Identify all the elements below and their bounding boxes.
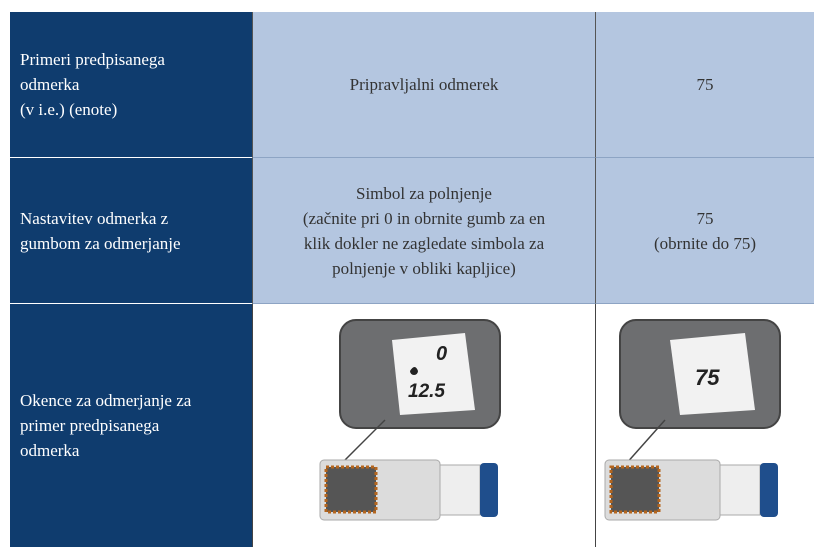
pointer-line <box>624 419 666 466</box>
dial-face <box>670 333 755 415</box>
cell: Pripravljalni odmerek <box>252 12 595 158</box>
pen-window <box>324 465 378 514</box>
row-header: Okence za odmerjanje za primer predpisan… <box>10 304 252 547</box>
pen-knob <box>439 464 481 516</box>
cell-border <box>252 304 253 547</box>
cell: 75 <box>595 12 814 158</box>
dial-illustration: 0 12.5 <box>319 319 501 521</box>
pen-button <box>760 463 778 517</box>
pen-knob <box>719 464 761 516</box>
dial-illustration: 75 <box>604 319 781 521</box>
drop-icon <box>410 367 418 375</box>
pen-window <box>609 465 661 514</box>
dial-face <box>392 333 475 415</box>
dial-number: 12.5 <box>408 381 445 402</box>
dial-number: 0 <box>436 343 447 365</box>
cell-border <box>595 304 596 547</box>
pointer-line <box>339 419 386 466</box>
cell: 75 (obrnite do 75) <box>595 158 814 304</box>
dial-number: 75 <box>695 365 720 390</box>
cell: Simbol za polnjenje (začnite pri 0 in ob… <box>252 158 595 304</box>
pen-button <box>480 463 498 517</box>
row-header: Primeri predpisanega odmerka (v i.e.) (e… <box>10 12 252 158</box>
row-header: Nastavitev odmerka z gumbom za odmerjanj… <box>10 158 252 304</box>
